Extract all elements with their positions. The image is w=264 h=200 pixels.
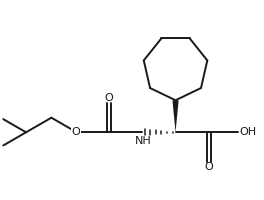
- Text: O: O: [105, 93, 114, 103]
- Text: OH: OH: [239, 127, 257, 137]
- Text: NH: NH: [135, 136, 151, 146]
- Text: O: O: [72, 127, 81, 137]
- Polygon shape: [172, 100, 179, 132]
- Text: O: O: [205, 162, 214, 172]
